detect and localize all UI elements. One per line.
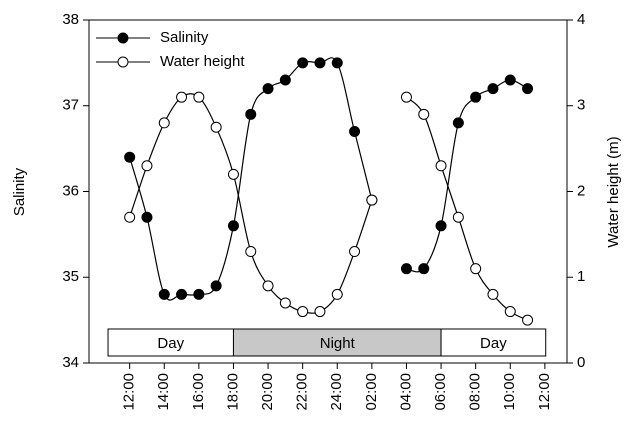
y2-tick-label: 3: [577, 97, 585, 114]
y-axis-label: Salinity: [11, 167, 28, 216]
data-point: [400, 91, 412, 103]
data-point: [418, 108, 430, 120]
x-tick-label: 24:00: [328, 373, 345, 411]
data-point: [470, 91, 482, 103]
data-point: [141, 160, 153, 172]
data-point: [452, 117, 464, 129]
data-point: [124, 211, 136, 223]
data-point: [227, 168, 239, 180]
data-point: [522, 314, 534, 326]
y2-tick-label: 2: [577, 182, 585, 199]
data-point: [435, 160, 447, 172]
data-point: [176, 91, 188, 103]
data-point: [227, 220, 239, 232]
data-point: [504, 74, 516, 86]
data-point: [314, 306, 326, 318]
x-tick-label: 06:00: [432, 373, 449, 411]
period-band: [107, 328, 234, 357]
data-point: [418, 263, 430, 275]
data-point: [331, 57, 343, 69]
data-point: [331, 288, 343, 300]
data-point: [504, 306, 516, 318]
legend-marker: [117, 56, 129, 68]
data-point: [349, 125, 361, 137]
data-point: [349, 246, 361, 258]
series-line: [129, 93, 528, 321]
x-tick-label: 02:00: [363, 373, 380, 411]
period-label: Night: [320, 335, 356, 352]
x-tick-label: 16:00: [190, 373, 207, 411]
data-point: [487, 83, 499, 95]
data-point: [297, 306, 309, 318]
data-point: [400, 263, 412, 275]
period-label: Day: [480, 335, 507, 352]
x-tick-label: 04:00: [397, 373, 414, 411]
y-tick-label: 38: [62, 11, 79, 28]
legend-label: Salinity: [160, 29, 209, 46]
data-point: [210, 121, 222, 133]
x-tick-label: 18:00: [224, 373, 241, 411]
legend-label: Water height: [160, 53, 245, 70]
data-point: [452, 211, 464, 223]
x-tick-label: 12:00: [121, 373, 138, 411]
data-point: [262, 83, 274, 95]
data-point: [487, 288, 499, 300]
data-point: [245, 108, 257, 120]
x-tick-label: 22:00: [294, 373, 311, 411]
x-tick-label: 20:00: [259, 373, 276, 411]
data-point: [279, 74, 291, 86]
period-band: [440, 328, 547, 357]
data-point: [210, 280, 222, 292]
period-band: [232, 328, 442, 357]
data-point: [522, 83, 534, 95]
y2-tick-label: 1: [577, 268, 585, 285]
y-tick-label: 36: [62, 182, 79, 199]
x-tick-label: 08:00: [467, 373, 484, 411]
data-point: [176, 288, 188, 300]
data-point: [262, 280, 274, 292]
y2-tick-label: 4: [577, 11, 585, 28]
data-point: [124, 151, 136, 163]
y-tick-label: 34: [62, 354, 79, 371]
x-tick-label: 10:00: [501, 373, 518, 411]
legend-marker: [117, 32, 129, 44]
period-label: Day: [157, 335, 184, 352]
data-point: [470, 263, 482, 275]
data-point: [279, 297, 291, 309]
data-point: [366, 194, 378, 206]
data-point: [245, 246, 257, 258]
x-tick-label: 14:00: [155, 373, 172, 411]
data-point: [193, 288, 205, 300]
y2-tick-label: 0: [577, 354, 585, 371]
y2-axis-label: Water height (m): [605, 136, 622, 247]
x-tick-label: 12:00: [536, 373, 553, 411]
data-point: [141, 211, 153, 223]
data-point: [297, 57, 309, 69]
data-point: [193, 91, 205, 103]
y-tick-label: 35: [62, 268, 79, 285]
data-point: [314, 57, 326, 69]
data-point: [435, 220, 447, 232]
plot-frame: [88, 19, 568, 364]
y-tick-label: 37: [62, 97, 79, 114]
data-point: [158, 117, 170, 129]
data-point: [158, 288, 170, 300]
